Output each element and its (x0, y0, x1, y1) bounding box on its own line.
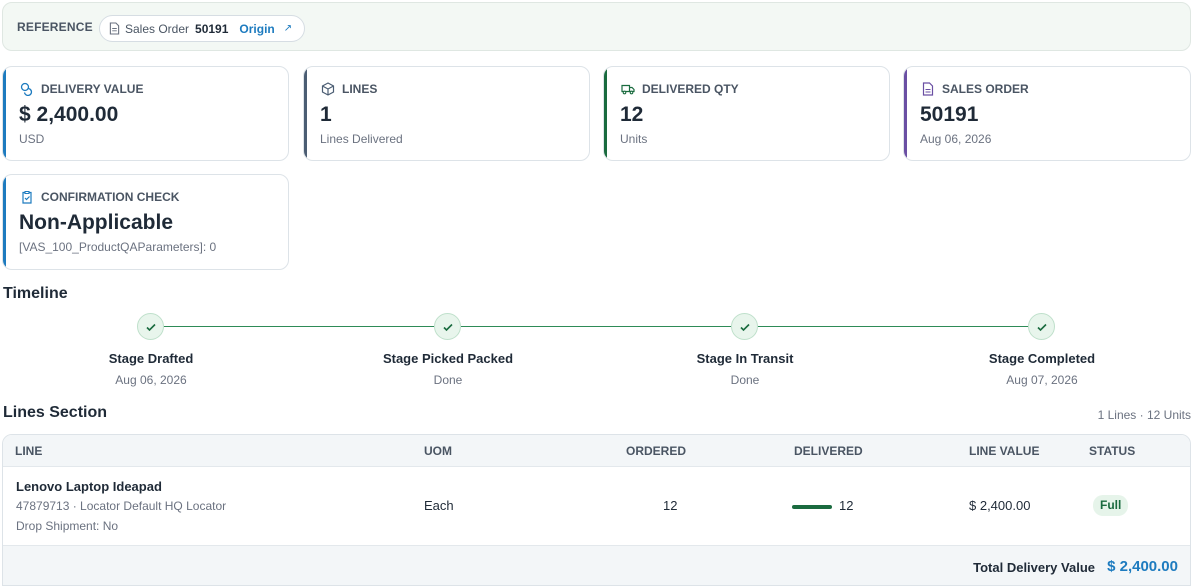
card-delivered-qty: DELIVERED QTY 12 Units (603, 66, 890, 161)
card-title: DELIVERED QTY (642, 82, 739, 96)
line-ordered-qty: 12 (663, 498, 678, 513)
column-header-line[interactable]: LINE (15, 444, 43, 458)
card-title: SALES ORDER (942, 82, 1029, 96)
box-icon (321, 82, 335, 96)
timeline-stage-title: Stage Completed (988, 351, 1096, 366)
line-uom: Each (424, 498, 454, 513)
line-product-name: Lenovo Laptop Ideapad (16, 479, 162, 494)
column-header-ordered[interactable]: ORDERED (626, 444, 687, 458)
check-icon (442, 323, 453, 331)
card-subtitle: Aug 06, 2026 (920, 132, 992, 146)
lines-table: LINE UOM ORDERED DELIVERED LINE VALUE ST… (2, 434, 1191, 586)
timeline-stage-status: Done (730, 373, 760, 387)
card-value: $ 2,400.00 (19, 103, 119, 126)
timeline-connector (164, 326, 434, 327)
timeline-stage-title: Stage Picked Packed (382, 351, 514, 366)
card-subtitle: Units (620, 132, 648, 146)
timeline-stage-date: Aug 07, 2026 (1006, 373, 1078, 387)
external-arrow-icon[interactable]: ↗ (283, 23, 293, 34)
lines-summary: 1 Lines · 12 Units (1097, 408, 1191, 422)
check-icon (1036, 323, 1047, 331)
card-sales-order: SALES ORDER 50191 Aug 06, 2026 (903, 66, 1191, 161)
column-header-uom[interactable]: UOM (424, 444, 452, 458)
reference-doc-number: 50191 (195, 21, 229, 36)
timeline-node-in-transit (731, 313, 758, 340)
table-footer: Total Delivery Value $ 2,400.00 (3, 545, 1190, 585)
timeline-stage-title: Stage In Transit (696, 351, 794, 366)
timeline-stage-status: Done (433, 373, 463, 387)
timeline-node-picked-packed (434, 313, 461, 340)
timeline-stage-date: Aug 06, 2026 (115, 373, 187, 387)
line-drop-shipment: Drop Shipment: No (16, 519, 119, 533)
total-delivery-label: Total Delivery Value (973, 560, 1095, 575)
card-value: 1 (320, 103, 332, 126)
status-badge: Full (1093, 495, 1129, 516)
card-subtitle: [VAS_100_ProductQAParameters]: 0 (19, 240, 217, 254)
card-subtitle: USD (19, 132, 45, 146)
check-icon (145, 323, 156, 331)
timeline-stage-title: Stage Drafted (108, 351, 194, 366)
card-value: 12 (620, 103, 644, 126)
check-icon (739, 323, 750, 331)
card-title: CONFIRMATION CHECK (41, 190, 180, 204)
delivered-progress-bar (792, 505, 832, 509)
reference-label: REFERENCE (17, 20, 93, 34)
card-confirmation-check: CONFIRMATION CHECK Non-Applicable [VAS_1… (2, 174, 289, 270)
total-delivery-value: $ 2,400.00 (1107, 558, 1178, 575)
clipboard-check-icon (22, 190, 32, 204)
timeline-connector (461, 326, 731, 327)
card-value: 50191 (920, 103, 979, 126)
origin-link[interactable]: Origin (239, 21, 275, 36)
column-header-status[interactable]: STATUS (1089, 444, 1136, 458)
timeline-connector (758, 326, 1028, 327)
card-value: Non-Applicable (19, 211, 174, 234)
line-value: $ 2,400.00 (969, 498, 1031, 513)
column-header-line-value[interactable]: LINE VALUE (969, 444, 1040, 458)
card-title: LINES (342, 82, 378, 96)
line-delivered-qty: 12 (839, 498, 854, 513)
line-product-detail: 47879713 · Locator Default HQ Locator (16, 499, 227, 513)
card-subtitle: Lines Delivered (320, 132, 403, 146)
timeline-node-completed (1028, 313, 1055, 340)
reference-doc-type: Sales Order (125, 21, 190, 36)
lines-section-title: Lines Section (3, 404, 108, 421)
card-title: DELIVERY VALUE (41, 82, 144, 96)
reference-bar: REFERENCE Sales Order 50191 Origin ↗ (2, 2, 1191, 51)
coins-icon (20, 82, 33, 96)
table-header: LINE UOM ORDERED DELIVERED LINE VALUE ST… (3, 435, 1190, 467)
reference-chip[interactable]: Sales Order 50191 Origin ↗ (99, 15, 305, 42)
document-icon (922, 82, 934, 96)
column-header-delivered[interactable]: DELIVERED (794, 444, 863, 458)
card-lines: LINES 1 Lines Delivered (303, 66, 590, 161)
truck-icon (621, 84, 635, 95)
card-delivery-value: DELIVERY VALUE $ 2,400.00 USD (2, 66, 289, 161)
timeline-title: Timeline (3, 285, 68, 302)
timeline-node-drafted (137, 313, 164, 340)
document-icon (109, 22, 120, 35)
